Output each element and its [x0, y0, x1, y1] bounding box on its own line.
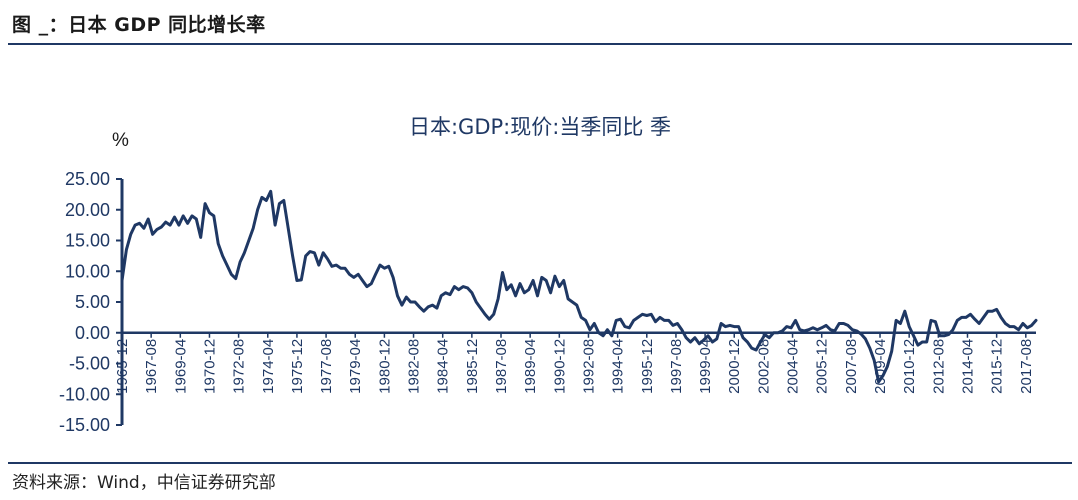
x-tick-label: 2005-12	[814, 339, 831, 394]
chart-title: 日本:GDP:现价:当季同比 季	[409, 115, 671, 139]
chart: 日本:GDP:现价:当季同比 季 % 25.00 20.00 15.00 10.00 5…	[59, 115, 1038, 435]
figure-title: 图 _：日本 GDP 同比增长率	[12, 14, 266, 36]
x-tick-label: 1972-08	[231, 339, 248, 394]
bottom-rule	[8, 462, 1072, 464]
x-tick-label: 2004-04	[785, 339, 802, 394]
x-tick-label: 1990-12	[551, 339, 568, 394]
x-axis-ticks: 1965-12 1967-08 1969-04 1970-12 1972-08 1974-…	[114, 332, 1035, 394]
x-tick-label: 1999-04	[697, 339, 714, 394]
x-tick-label: 1974-04	[260, 339, 277, 394]
x-tick-label: 1985-12	[464, 339, 481, 394]
y-tick-label: 15.00	[65, 231, 110, 251]
y-tick-label: -5.00	[69, 354, 110, 374]
x-tick-label: 1984-04	[435, 339, 452, 394]
x-tick-label: 1969-04	[172, 339, 189, 394]
y-tick-label: 20.00	[65, 200, 110, 220]
series	[120, 189, 1038, 384]
x-tick-label: 1992-08	[580, 339, 597, 394]
x-tick-label: 2010-12	[901, 339, 918, 394]
x-tick-label: 2000-12	[726, 339, 743, 394]
x-tick-label: 1977-08	[318, 339, 335, 394]
source-note: 资料来源：Wind，中信证券研究部	[12, 473, 276, 493]
x-tick-label: 1997-08	[668, 339, 685, 394]
y-axis-unit: %	[112, 130, 129, 151]
x-tick-label: 2015-12	[989, 339, 1006, 394]
x-tick-label: 2009-04	[872, 339, 889, 394]
y-axis-ticks: 25.00 20.00 15.00 10.00 5.00 0.00 -5.00 -10.00 -…	[59, 169, 122, 435]
x-tick-label: 2017-08	[1018, 339, 1035, 394]
x-tick-label: 2002-08	[755, 339, 772, 394]
x-tick-label: 2014-04	[959, 339, 976, 394]
x-tick-label: 1980-12	[376, 339, 393, 394]
x-tick-label: 1979-04	[347, 339, 364, 394]
series-line	[120, 189, 1038, 384]
x-tick-label: 1995-12	[639, 339, 656, 394]
x-tick-label: 1987-08	[493, 339, 510, 394]
y-tick-label: 0.00	[75, 323, 110, 343]
x-tick-label: 1989-04	[522, 339, 539, 394]
x-tick-label: 2012-08	[930, 339, 947, 394]
x-tick-label: 1975-12	[289, 339, 306, 394]
y-tick-label: -15.00	[59, 415, 110, 435]
x-tick-label: 1982-08	[406, 339, 423, 394]
y-tick-label: -10.00	[59, 384, 110, 404]
top-rule	[8, 43, 1072, 45]
x-tick-label: 2007-08	[843, 339, 860, 394]
x-tick-label: 1967-08	[143, 339, 160, 394]
x-tick-label: 1994-04	[610, 339, 627, 394]
y-tick-label: 10.00	[65, 261, 110, 281]
x-tick-label: 1965-12	[114, 339, 131, 394]
x-tick-label: 1970-12	[201, 339, 218, 394]
y-tick-label: 25.00	[65, 169, 110, 189]
y-tick-label: 5.00	[75, 292, 110, 312]
